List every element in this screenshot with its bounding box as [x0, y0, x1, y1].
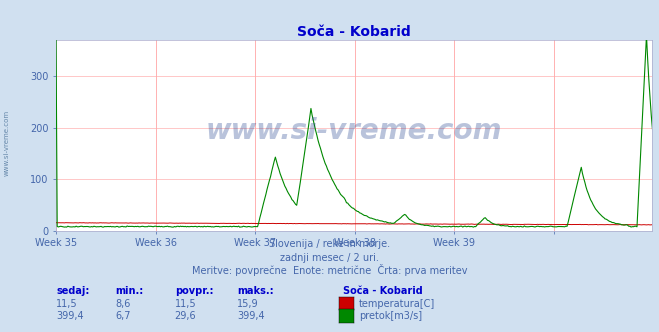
Text: povpr.:: povpr.:: [175, 286, 213, 296]
Text: www.si-vreme.com: www.si-vreme.com: [206, 118, 502, 145]
Text: www.si-vreme.com: www.si-vreme.com: [3, 110, 10, 176]
Text: min.:: min.:: [115, 286, 144, 296]
Text: 399,4: 399,4: [56, 311, 84, 321]
Text: 8,6: 8,6: [115, 299, 130, 309]
Text: 11,5: 11,5: [56, 299, 78, 309]
Text: 29,6: 29,6: [175, 311, 196, 321]
Text: 11,5: 11,5: [175, 299, 196, 309]
Text: sedaj:: sedaj:: [56, 286, 90, 296]
Text: 15,9: 15,9: [237, 299, 259, 309]
Text: Slovenija / reke in morje.: Slovenija / reke in morje.: [269, 239, 390, 249]
Text: zadnji mesec / 2 uri.: zadnji mesec / 2 uri.: [280, 253, 379, 263]
Text: pretok[m3/s]: pretok[m3/s]: [359, 311, 422, 321]
Text: Meritve: povprečne  Enote: metrične  Črta: prva meritev: Meritve: povprečne Enote: metrične Črta:…: [192, 264, 467, 276]
Text: temperatura[C]: temperatura[C]: [359, 299, 436, 309]
Text: maks.:: maks.:: [237, 286, 274, 296]
Title: Soča - Kobarid: Soča - Kobarid: [297, 25, 411, 39]
Text: 6,7: 6,7: [115, 311, 131, 321]
Text: 399,4: 399,4: [237, 311, 265, 321]
Text: Soča - Kobarid: Soča - Kobarid: [343, 286, 422, 296]
